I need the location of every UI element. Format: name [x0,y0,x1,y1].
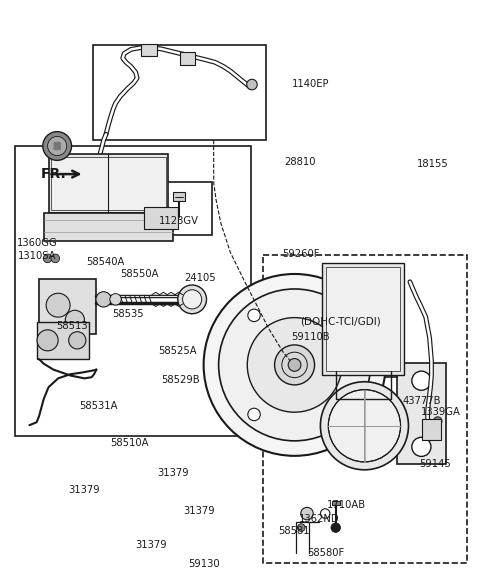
Bar [323,263,404,376]
Circle shape [247,79,257,90]
Circle shape [55,146,59,150]
Circle shape [43,131,72,160]
Circle shape [218,289,371,441]
Circle shape [247,318,342,412]
Circle shape [110,294,121,305]
Circle shape [329,309,341,322]
Text: 59110B: 59110B [291,332,330,342]
Bar [180,52,195,65]
Text: 31379: 31379 [157,468,189,478]
Circle shape [331,523,340,532]
Text: 58525A: 58525A [158,346,197,356]
Bar [51,157,166,210]
Text: 58540A: 58540A [86,257,124,267]
Text: 1123GV: 1123GV [159,216,199,226]
Circle shape [51,254,60,263]
Text: 58510A: 58510A [111,438,149,448]
Text: 1310SA: 1310SA [18,251,56,261]
Text: 1710AB: 1710AB [327,500,366,510]
Circle shape [53,144,57,148]
Circle shape [248,309,260,322]
Text: 18155: 18155 [417,158,448,168]
Circle shape [275,345,314,385]
Circle shape [204,274,385,456]
Text: FR.: FR. [40,167,66,181]
Circle shape [412,371,431,390]
Circle shape [96,292,111,307]
Bar [39,279,96,335]
Circle shape [178,285,206,313]
Circle shape [321,382,408,470]
Circle shape [55,144,59,148]
Bar [397,363,446,464]
Circle shape [412,437,431,457]
Text: 58513: 58513 [56,321,87,331]
Text: 58581: 58581 [278,526,310,536]
Text: 58529B: 58529B [161,375,200,385]
Circle shape [288,359,301,371]
Text: 59145: 59145 [420,460,451,470]
Text: 28810: 28810 [284,157,315,167]
Text: (DOHC-TCI/GDI): (DOHC-TCI/GDI) [300,316,381,326]
Circle shape [48,136,67,156]
Text: 58531A: 58531A [80,401,118,411]
Text: 59260F: 59260F [283,249,320,259]
Text: 1339GA: 1339GA [421,407,461,417]
Circle shape [55,141,59,146]
Circle shape [46,294,70,317]
Bar [144,207,178,229]
Text: 43777B: 43777B [403,396,441,406]
Text: 1140EP: 1140EP [292,79,329,89]
Circle shape [57,146,61,150]
Bar [93,45,266,140]
Circle shape [69,332,86,349]
Bar [263,255,468,563]
Bar [332,501,339,505]
Text: 31379: 31379 [69,485,100,495]
Text: 58535: 58535 [112,309,144,319]
Circle shape [37,330,58,351]
Text: 1362ND: 1362ND [299,514,339,524]
Circle shape [43,254,52,263]
Bar [422,419,441,440]
Bar [152,183,212,235]
Text: 58550A: 58550A [120,269,159,279]
Bar [48,154,168,212]
Bar [36,322,89,359]
Text: 59130: 59130 [188,559,220,569]
Circle shape [53,146,57,150]
Circle shape [329,408,341,421]
Text: 31379: 31379 [136,540,167,550]
Circle shape [301,507,313,520]
Circle shape [65,311,84,329]
Bar [15,146,251,436]
Circle shape [57,141,61,146]
Text: 31379: 31379 [183,506,215,516]
Bar [326,267,400,371]
Circle shape [298,524,305,531]
Text: 58580F: 58580F [308,548,345,558]
Circle shape [433,417,442,426]
Circle shape [328,390,400,462]
Bar [142,44,157,56]
Text: 1360GG: 1360GG [17,238,58,248]
Circle shape [53,141,57,146]
Bar [44,212,173,241]
Circle shape [182,290,202,309]
Circle shape [248,408,260,421]
Circle shape [57,144,61,148]
Text: 24105: 24105 [184,273,216,283]
Bar [173,193,185,201]
